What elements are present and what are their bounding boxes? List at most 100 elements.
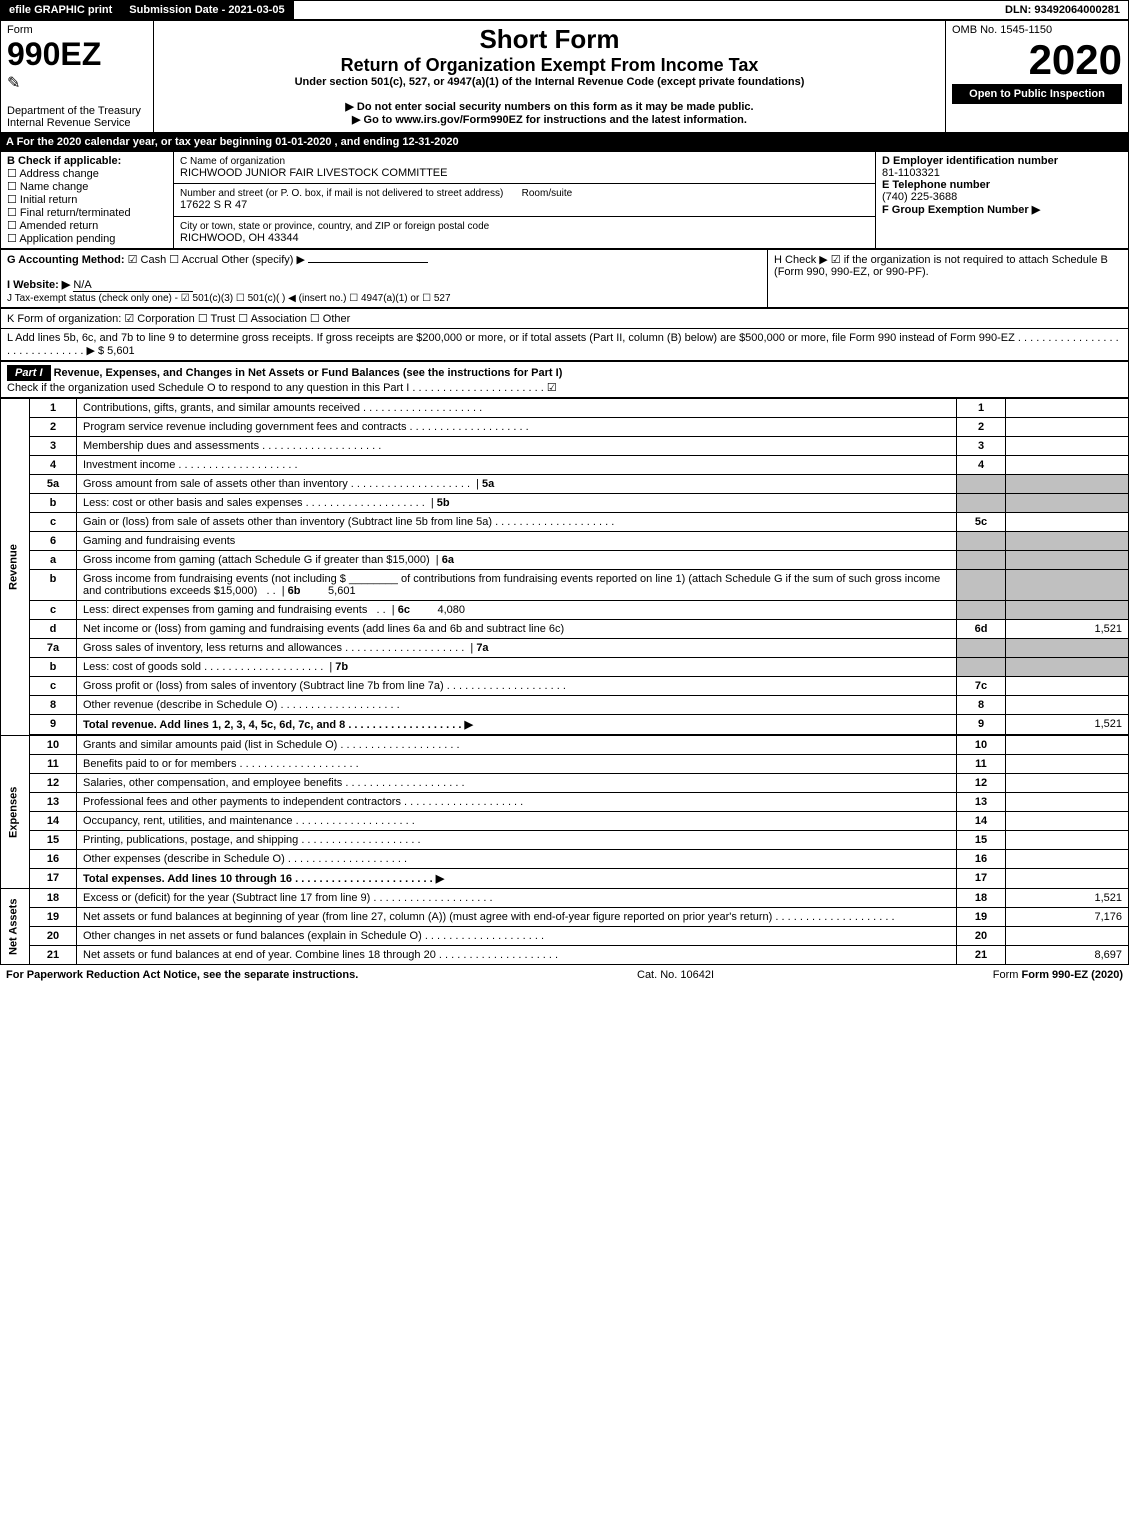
line-12-code: 12 [957, 774, 1006, 793]
efile-label[interactable]: efile GRAPHIC print [1, 1, 121, 19]
line-17-code: 17 [957, 869, 1006, 889]
line-3-num: 3 [30, 437, 77, 456]
b-item-4[interactable]: ☐ Amended return [7, 220, 98, 232]
g-accrual[interactable]: ☐ Accrual [169, 254, 218, 266]
line-14-desc: Occupancy, rent, utilities, and maintena… [77, 812, 957, 831]
line-15-amt [1006, 831, 1129, 850]
irs-label: Internal Revenue Service [7, 117, 147, 129]
line-5b-amt [1006, 494, 1129, 513]
year-period-line: A For the 2020 calendar year, or tax yea… [0, 133, 1129, 151]
line-7b-amt [1006, 658, 1129, 677]
line-6a-desc: Gross income from gaming (attach Schedul… [83, 554, 430, 566]
netassets-vlabel: Net Assets [1, 889, 30, 965]
form-word: Form [7, 24, 147, 36]
line-5a-num: 5a [30, 475, 77, 494]
line-6a-code [957, 551, 1006, 570]
line-5a-amt [1006, 475, 1129, 494]
line-6-desc: Gaming and fundraising events [77, 532, 957, 551]
part1-check-o[interactable]: Check if the organization used Schedule … [7, 382, 557, 394]
line-7b-num: b [30, 658, 77, 677]
b-check-label: B Check if applicable: [7, 155, 121, 167]
line-12-amt [1006, 774, 1129, 793]
line-5c-amt [1006, 513, 1129, 532]
line-2-desc: Program service revenue including govern… [77, 418, 957, 437]
line-6a-mid: 6a [442, 554, 454, 566]
g-cash[interactable]: ☑ Cash [128, 254, 167, 266]
line-4-code: 4 [957, 456, 1006, 475]
b-item-0[interactable]: ☐ Address change [7, 168, 99, 180]
line-10-num: 10 [30, 736, 77, 755]
line-6d-amt: 1,521 [1006, 620, 1129, 639]
b-item-1[interactable]: ☐ Name change [7, 181, 88, 193]
line-1-amt [1006, 399, 1129, 418]
line-11-amt [1006, 755, 1129, 774]
line-6b-desc: Gross income from fundraising events (no… [83, 573, 940, 597]
line-18-amt: 1,521 [1006, 889, 1129, 908]
line-19-code: 19 [957, 908, 1006, 927]
k-l-block: K Form of organization: ☑ Corporation ☐ … [0, 308, 1129, 361]
line-6d-num: d [30, 620, 77, 639]
return-title: Return of Organization Exempt From Incom… [160, 55, 939, 76]
line-18-desc: Excess or (deficit) for the year (Subtra… [77, 889, 957, 908]
line-2-num: 2 [30, 418, 77, 437]
form-number: 990EZ [7, 36, 147, 73]
b-item-3[interactable]: ☐ Final return/terminated [7, 207, 131, 219]
line-1-num: 1 [30, 399, 77, 418]
line-2-code: 2 [957, 418, 1006, 437]
footer-left: For Paperwork Reduction Act Notice, see … [6, 969, 358, 981]
line-21-amt: 8,697 [1006, 946, 1129, 965]
b-item-5[interactable]: ☐ Application pending [7, 233, 115, 245]
c-name-label: C Name of organization [180, 156, 285, 167]
line-19-amt: 7,176 [1006, 908, 1129, 927]
line-3-desc: Membership dues and assessments [77, 437, 957, 456]
org-name: RICHWOOD JUNIOR FAIR LIVESTOCK COMMITTEE [180, 167, 447, 179]
line-16-code: 16 [957, 850, 1006, 869]
line-13-num: 13 [30, 793, 77, 812]
line-15-desc: Printing, publications, postage, and shi… [77, 831, 957, 850]
line-6c-midamt: 4,080 [437, 604, 465, 616]
line-18-code: 18 [957, 889, 1006, 908]
line-3-amt [1006, 437, 1129, 456]
b-item-2[interactable]: ☐ Initial return [7, 194, 77, 206]
line-11-code: 11 [957, 755, 1006, 774]
line-14-amt [1006, 812, 1129, 831]
line-6b-mid: 6b [288, 585, 301, 597]
line-6-code [957, 532, 1006, 551]
g-other[interactable]: Other (specify) ▶ [221, 254, 305, 266]
line-16-amt [1006, 850, 1129, 869]
line-15-code: 15 [957, 831, 1006, 850]
line-20-desc: Other changes in net assets or fund bala… [77, 927, 957, 946]
c-city-label: City or town, state or province, country… [180, 221, 489, 232]
j-tax-exempt[interactable]: J Tax-exempt status (check only one) - ☑… [7, 293, 451, 304]
dept-treasury: Department of the Treasury [7, 105, 147, 117]
line-5c-desc: Gain or (loss) from sale of assets other… [77, 513, 957, 532]
line-6c-code [957, 601, 1006, 620]
line-1-code: 1 [957, 399, 1006, 418]
line-7c-amt [1006, 677, 1129, 696]
under-section: Under section 501(c), 527, or 4947(a)(1)… [160, 76, 939, 88]
k-form-org[interactable]: K Form of organization: ☑ Corporation ☐ … [1, 309, 1129, 329]
submission-date: Submission Date - 2021-03-05 [121, 1, 293, 19]
city-value: RICHWOOD, OH 43344 [180, 232, 299, 244]
h-check-scheduleb[interactable]: H Check ▶ ☑ if the organization is not r… [774, 254, 1108, 278]
goto-link[interactable]: ▶ Go to www.irs.gov/Form990EZ for instru… [160, 113, 939, 126]
line-7a-desc: Gross sales of inventory, less returns a… [83, 642, 464, 654]
dln-label: DLN: 93492064000281 [997, 1, 1128, 19]
c-street-label: Number and street (or P. O. box, if mail… [180, 188, 503, 199]
line-14-code: 14 [957, 812, 1006, 831]
ssn-warning: ▶ Do not enter social security numbers o… [160, 100, 939, 113]
part1-label: Part I [7, 365, 51, 381]
line-8-desc: Other revenue (describe in Schedule O) [77, 696, 957, 715]
line-6d-code: 6d [957, 620, 1006, 639]
line-9-code: 9 [957, 715, 1006, 735]
footer-formref: Form Form 990-EZ (2020) [993, 969, 1123, 981]
line-6-num: 6 [30, 532, 77, 551]
line-6d-desc: Net income or (loss) from gaming and fun… [77, 620, 957, 639]
line-19-num: 19 [30, 908, 77, 927]
line-6c-num: c [30, 601, 77, 620]
footer-catno: Cat. No. 10642I [637, 969, 714, 981]
line-21-code: 21 [957, 946, 1006, 965]
line-6-amt [1006, 532, 1129, 551]
line-6a-num: a [30, 551, 77, 570]
line-5b-desc: Less: cost or other basis and sales expe… [83, 497, 425, 509]
